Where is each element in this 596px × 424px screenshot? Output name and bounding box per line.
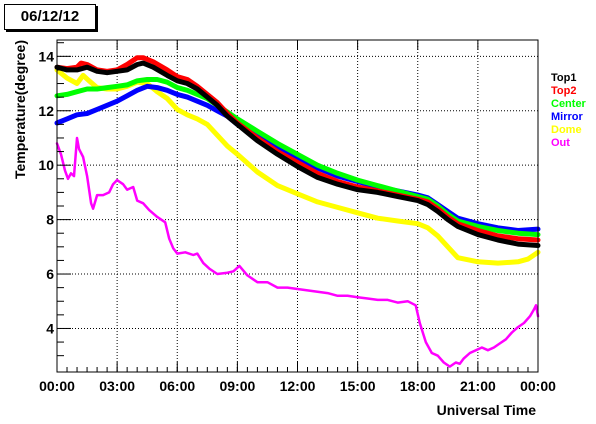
y-tick-label: 14 (38, 48, 54, 64)
x-tick-label: 00:00 (520, 378, 556, 394)
series-line-top1 (54, 60, 541, 248)
y-tick-label: 4 (46, 320, 54, 336)
grid-lines (57, 40, 538, 372)
x-tick-label: 00:00 (39, 378, 75, 394)
x-tick-label: 21:00 (460, 378, 496, 394)
series-line-out (55, 136, 540, 368)
y-tick-label: 8 (46, 212, 54, 228)
legend: Top1 Top2 Center Mirror Dome Out (551, 72, 595, 150)
legend-item-mirror: Mirror (551, 111, 583, 123)
legend-item-center: Center (551, 98, 586, 110)
tick-labels: 00:00 03:00 06:00 09:00 12:00 15:00 18:00 21:00… (38, 48, 556, 394)
x-axis-title: Universal Time (437, 402, 537, 418)
x-tick-label: 15:00 (340, 378, 376, 394)
x-tick-label: 03:00 (99, 378, 135, 394)
y-tick-label: 6 (46, 266, 54, 282)
y-tick-label: 12 (38, 103, 54, 119)
axis-ticks (56, 40, 539, 372)
legend-item-dome: Dome (551, 124, 582, 136)
y-axis-title: Temperature(degree) (12, 40, 28, 179)
legend-item-top1: Top1 (551, 72, 577, 84)
x-tick-label: 06:00 (159, 378, 195, 394)
x-tick-label: 12:00 (280, 378, 316, 394)
x-tick-label: 09:00 (219, 378, 255, 394)
legend-item-top2: Top2 (551, 85, 577, 97)
chart-title: 06/12/12 (4, 4, 96, 30)
series-lines (54, 55, 541, 368)
y-tick-label: 10 (38, 157, 54, 173)
legend-item-out: Out (551, 137, 570, 149)
x-tick-label: 18:00 (400, 378, 436, 394)
